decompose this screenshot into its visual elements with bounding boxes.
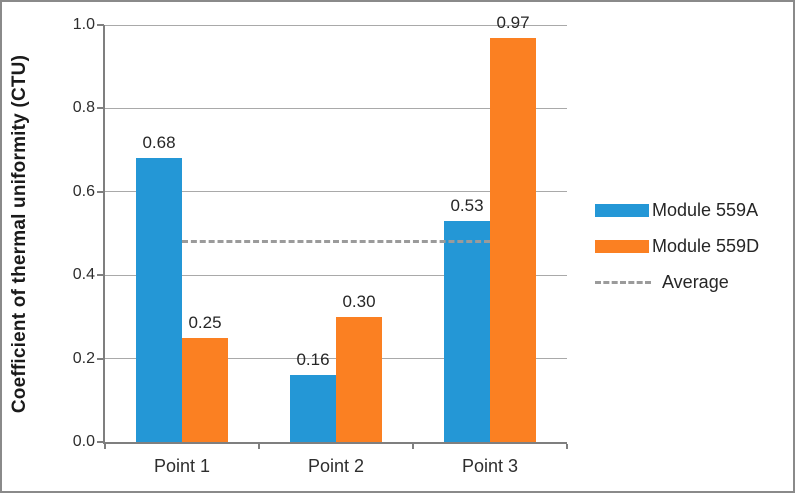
x-tickmark-3 (566, 444, 568, 449)
y-tick-label-0.8: 0.8 (72, 99, 95, 117)
x-tickmark-1 (258, 444, 260, 449)
legend-dashed-line-swatch (595, 280, 651, 284)
legend-label-average: Average (662, 271, 729, 292)
y-tick-label-0.6: 0.6 (72, 182, 95, 200)
bar-label-module-559a-point-3: 0.53 (450, 196, 484, 215)
bar-module-559a-point-3 (444, 221, 490, 442)
y-tick-label-0.4: 0.4 (72, 266, 95, 284)
gridline-1.0 (105, 24, 567, 26)
x-category-label-point-2: Point 2 (307, 456, 365, 476)
y-tickmark-0.2 (97, 357, 104, 360)
legend-swatch-module-559a (595, 203, 649, 217)
bar-module-559a-point-1 (136, 158, 182, 442)
y-axis-line (103, 25, 105, 444)
x-category-label-point-1: Point 1 (153, 456, 211, 476)
bar-label-module-559a-point-1: 0.68 (142, 133, 176, 152)
x-tickmark-0 (104, 444, 106, 449)
y-tick-label-0.2: 0.2 (72, 349, 95, 367)
bar-module-559a-point-2 (290, 375, 336, 442)
legend-item-module-559a: Module 559A (595, 192, 759, 228)
bar-label-module-559d-point-1: 0.25 (188, 313, 222, 332)
x-tickmark-2 (412, 444, 414, 449)
gridline-0.6 (105, 191, 567, 193)
y-tickmark-0.0 (97, 441, 104, 443)
x-category-label-point-3: Point 3 (461, 456, 519, 476)
bar-module-559d-point-3 (490, 38, 536, 442)
x-axis-line (103, 442, 567, 444)
legend-label-module-559d: Module 559D (652, 235, 760, 256)
y-tick-label-1.0: 1.0 (72, 16, 95, 33)
gridline-0.4 (105, 274, 567, 276)
legend-label-module-559a: Module 559A (652, 199, 759, 220)
bar-label-module-559d-point-2: 0.30 (342, 292, 376, 311)
y-tickmark-1.0 (97, 24, 104, 26)
average-line (182, 240, 490, 244)
y-tick-label-0.0: 0.0 (72, 433, 95, 450)
y-tickmark-0.8 (97, 107, 104, 110)
y-axis-title: Coefficient of thermal uniformity (CTU) (9, 54, 30, 414)
legend-swatch-module-559d (595, 239, 649, 253)
legend: Module 559A Module 559D Average (595, 192, 759, 300)
legend-item-average: Average (595, 264, 759, 300)
y-tickmark-0.4 (97, 274, 104, 277)
gridline-0.8 (105, 107, 567, 109)
bar-label-module-559d-point-3: 0.97 (496, 13, 530, 32)
bar-module-559d-point-1 (182, 338, 228, 442)
y-tickmark-0.6 (97, 190, 104, 193)
bar-label-module-559a-point-2: 0.16 (296, 350, 330, 369)
legend-item-module-559d: Module 559D (595, 228, 759, 264)
bar-module-559d-point-2 (336, 317, 382, 442)
